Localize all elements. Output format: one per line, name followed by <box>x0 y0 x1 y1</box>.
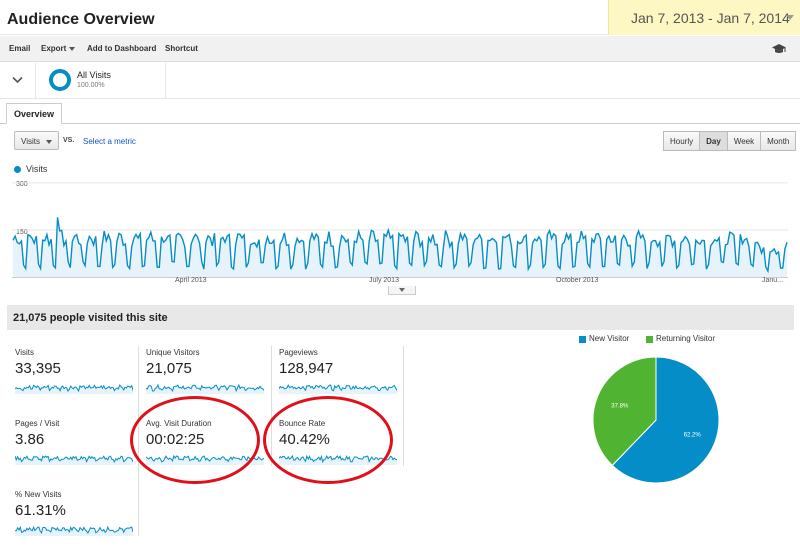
shortcut-button[interactable]: Shortcut <box>165 44 198 53</box>
sparkline-line <box>15 455 133 464</box>
metric-tile-new-visits[interactable]: % New Visits 61.31% <box>15 490 145 548</box>
sparkline <box>15 455 133 465</box>
chevron-down-icon <box>399 288 405 292</box>
graduation-cap-icon[interactable] <box>772 43 786 55</box>
sparkline-line <box>279 384 397 392</box>
divider <box>271 346 272 466</box>
date-range-text: Jan 7, 2013 - Jan 7, 2014 <box>631 10 790 26</box>
metric-label: Unique Visitors <box>146 348 200 357</box>
segment-name[interactable]: All Visits <box>77 70 111 80</box>
metric-value: 61.31% <box>15 502 66 519</box>
metric-value: 33,395 <box>15 360 61 377</box>
metric-select-label: Visits <box>21 137 40 146</box>
metric-label: Pageviews <box>279 348 318 357</box>
granularity-week-button[interactable]: Week <box>726 131 762 151</box>
sparkline-area <box>279 385 397 394</box>
segment-percent: 100.00% <box>77 82 105 89</box>
segment-toggle[interactable] <box>0 63 36 98</box>
x-tick: July 2013 <box>369 277 399 284</box>
report-toolbar: Email Export Add to Dashboard Shortcut <box>0 36 800 62</box>
chevron-down-icon <box>12 76 23 84</box>
granularity-toggle: Hourly Day Week Month <box>663 131 797 151</box>
metric-tile-pages-per-visit[interactable]: Pages / Visit 3.86 <box>15 419 145 477</box>
email-button[interactable]: Email <box>9 44 31 53</box>
chevron-down-icon[interactable] <box>786 15 794 20</box>
metric-label: Visits <box>15 348 34 357</box>
sparkline-area <box>15 527 133 536</box>
metric-value: 21,075 <box>146 360 192 377</box>
granularity-month-button[interactable]: Month <box>760 131 797 151</box>
metric-value: 128,947 <box>279 360 334 377</box>
x-tick: Janu... <box>762 277 784 284</box>
chevron-down-icon <box>69 46 76 51</box>
add-to-dashboard-button[interactable]: Add to Dashboard <box>87 44 157 53</box>
segment-bar: All Visits 100.00% <box>0 63 800 99</box>
chevron-down-icon <box>46 140 52 144</box>
sparkline <box>15 384 133 394</box>
legend-returning-visitor: Returning Visitor <box>656 334 715 343</box>
legend-dot-icon <box>14 166 21 173</box>
date-range-picker[interactable]: Jan 7, 2013 - Jan 7, 2014 <box>608 0 800 35</box>
series-line-visits <box>12 217 788 274</box>
divider <box>165 63 166 98</box>
pie-slice-new-visitor <box>611 356 720 484</box>
vs-label: VS. <box>63 137 75 144</box>
legend-new-visitor: New Visitor <box>589 334 630 343</box>
metric-tile-unique-visitors[interactable]: Unique Visitors 21,075 <box>146 348 276 406</box>
y-tick: 150 <box>16 229 28 236</box>
annotation-ellipse <box>130 396 260 484</box>
visitor-type-pie-chart[interactable]: 62.2% 37.8% <box>590 354 722 486</box>
chart-legend-visits: Visits <box>26 164 48 174</box>
visits-area <box>13 217 787 278</box>
pie-label-new-visitor: 62.2% <box>684 433 702 439</box>
export-label: Export <box>41 44 67 53</box>
sparkline-line <box>146 383 264 393</box>
y-tick: 300 <box>16 181 28 188</box>
metric-value: 3.86 <box>15 431 45 448</box>
sparkline-line <box>15 525 133 535</box>
visits-line-chart[interactable] <box>12 182 788 278</box>
pie-slice-returning-visitor <box>592 356 657 467</box>
legend-returning-visitor-swatch <box>646 336 653 343</box>
metric-tile-pageviews[interactable]: Pageviews 128,947 <box>279 348 409 406</box>
sparkline-area <box>15 456 133 465</box>
granularity-hourly-button[interactable]: Hourly <box>663 131 701 151</box>
sparkline-line <box>15 384 133 393</box>
sparkline <box>279 384 397 394</box>
annotation-ellipse <box>263 396 393 484</box>
metric-select[interactable]: Visits <box>14 131 59 150</box>
metric-tile-visits[interactable]: Visits 33,395 <box>15 348 145 406</box>
sparkline <box>15 525 133 536</box>
x-tick: April 2013 <box>175 277 207 284</box>
divider <box>403 346 404 466</box>
page-header: Audience Overview Jan 7, 2013 - Jan 7, 2… <box>0 0 800 35</box>
tab-overview[interactable]: Overview <box>6 103 63 124</box>
granularity-day-button[interactable]: Day <box>699 131 728 151</box>
export-button[interactable]: Export <box>41 44 76 53</box>
chart-collapse-handle[interactable] <box>388 286 416 295</box>
pie-label-returning-visitor: 37.8% <box>611 403 629 409</box>
legend-new-visitor-swatch <box>579 336 586 343</box>
x-tick: October 2013 <box>556 277 599 284</box>
page-title: Audience Overview <box>7 11 155 28</box>
tab-row: Overview <box>0 103 800 124</box>
summary-bar: 21,075 people visited this site <box>7 305 794 330</box>
metric-label: % New Visits <box>15 490 62 499</box>
metric-label: Pages / Visit <box>15 419 60 428</box>
select-metric-link[interactable]: Select a metric <box>83 137 136 146</box>
summary-text: 21,075 people visited this site <box>13 312 168 324</box>
sparkline <box>146 383 264 394</box>
segment-ring-icon <box>49 69 71 91</box>
